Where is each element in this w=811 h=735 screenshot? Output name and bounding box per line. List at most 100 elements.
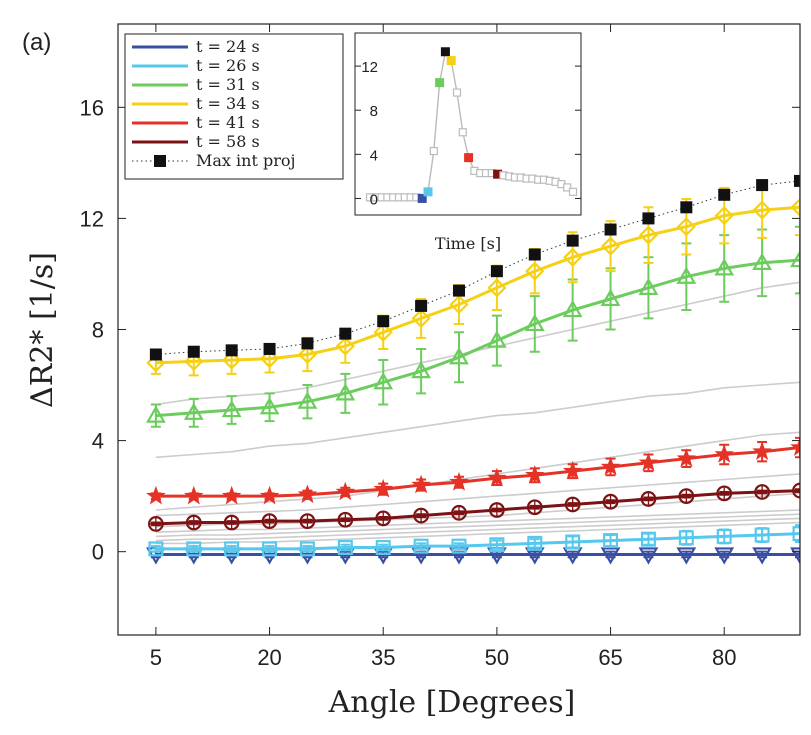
- x-axis-label: Angle [Degrees]: [328, 685, 576, 720]
- data-point: [377, 315, 390, 328]
- background-curve: [155, 381, 800, 459]
- data-point: [640, 531, 656, 547]
- error-bar: [416, 347, 427, 395]
- data-point: [187, 345, 200, 358]
- series-t-41-s: [146, 436, 800, 505]
- data-point: [259, 485, 280, 505]
- data-point: [337, 511, 354, 528]
- data-point: [411, 360, 432, 379]
- data-point: [754, 484, 771, 500]
- data-point: [564, 496, 581, 513]
- data-point: [714, 258, 735, 276]
- x-tick-label: 65: [598, 645, 622, 670]
- data-point: [524, 465, 545, 484]
- data-point: [718, 188, 731, 201]
- data-point: [225, 344, 238, 357]
- y-tick-label: 8: [92, 318, 104, 343]
- data-point: [221, 485, 242, 505]
- data-point: [415, 299, 428, 312]
- data-point: [676, 547, 697, 565]
- data-point: [451, 504, 467, 521]
- data-point: [262, 541, 278, 557]
- data-point: [752, 547, 773, 565]
- error-bar: [795, 488, 800, 493]
- error-bar: [491, 314, 502, 367]
- data-point: [790, 197, 800, 217]
- data-point: [676, 217, 696, 237]
- data-point: [183, 402, 204, 420]
- data-point: [524, 313, 545, 332]
- inset-point: [568, 187, 578, 196]
- data-point: [790, 249, 800, 268]
- data-point: [223, 514, 240, 531]
- data-point: [752, 441, 772, 460]
- inset-point: [452, 88, 462, 97]
- data-point: [411, 474, 431, 494]
- data-point: [714, 547, 735, 565]
- data-point: [601, 236, 621, 256]
- legend-entry: t = 26 s: [132, 56, 260, 75]
- data-point: [486, 330, 507, 348]
- data-point: [185, 514, 202, 531]
- data-point: [184, 351, 204, 371]
- data-point: [790, 547, 800, 565]
- data-point: [638, 277, 659, 295]
- error-bar: [378, 359, 389, 406]
- data-point: [604, 223, 617, 236]
- data-point: [640, 491, 657, 507]
- series-line: [155, 258, 800, 418]
- data-point: [335, 336, 355, 356]
- data-point: [638, 547, 659, 565]
- y-tick-label: 16: [80, 95, 104, 120]
- background-curve: [155, 517, 800, 542]
- data-point: [147, 516, 164, 532]
- data-point: [148, 541, 164, 557]
- series-t-26-s: [148, 524, 800, 557]
- data-point: [411, 308, 431, 328]
- inset-highlight-point: [423, 187, 433, 197]
- data-point: [260, 349, 280, 369]
- data-point: [299, 513, 316, 530]
- inset-point: [458, 128, 467, 137]
- inset-highlight-point: [464, 153, 474, 163]
- data-point: [756, 179, 769, 192]
- data-point: [183, 485, 204, 505]
- series-t-58-s: [147, 482, 800, 532]
- data-point: [186, 541, 202, 557]
- data-point: [792, 482, 800, 499]
- data-point: [678, 530, 694, 546]
- legend-entry: Max int proj: [132, 151, 295, 170]
- inset-point: [429, 146, 438, 156]
- y-tick-label: 12: [80, 206, 104, 231]
- data-point: [527, 535, 543, 551]
- x-tick-label: 80: [712, 645, 736, 670]
- data-point: [375, 510, 392, 527]
- data-point: [453, 284, 465, 297]
- legend-label: t = 24 s: [196, 37, 260, 56]
- data-point: [373, 478, 394, 498]
- data-point: [602, 493, 619, 510]
- data-point: [259, 397, 280, 415]
- data-point: [297, 391, 318, 409]
- series-layer: [145, 174, 800, 565]
- data-point: [449, 294, 469, 315]
- data-point: [487, 467, 507, 487]
- error-bar: [340, 372, 351, 414]
- inset-y-tick-label: 8: [370, 103, 378, 120]
- legend-label: t = 26 s: [196, 56, 260, 75]
- data-point: [565, 534, 581, 550]
- legend-entry: t = 24 s: [132, 37, 260, 56]
- data-point: [752, 200, 772, 220]
- data-point: [716, 528, 732, 544]
- data-point: [263, 342, 276, 355]
- data-point: [145, 405, 166, 423]
- data-point: [600, 547, 621, 565]
- data-point: [488, 502, 505, 518]
- x-tick-label: 5: [150, 645, 162, 670]
- data-point: [528, 248, 541, 261]
- data-point: [754, 527, 770, 543]
- error-bar: [795, 524, 800, 543]
- data-point: [451, 538, 467, 554]
- data-point: [638, 452, 659, 472]
